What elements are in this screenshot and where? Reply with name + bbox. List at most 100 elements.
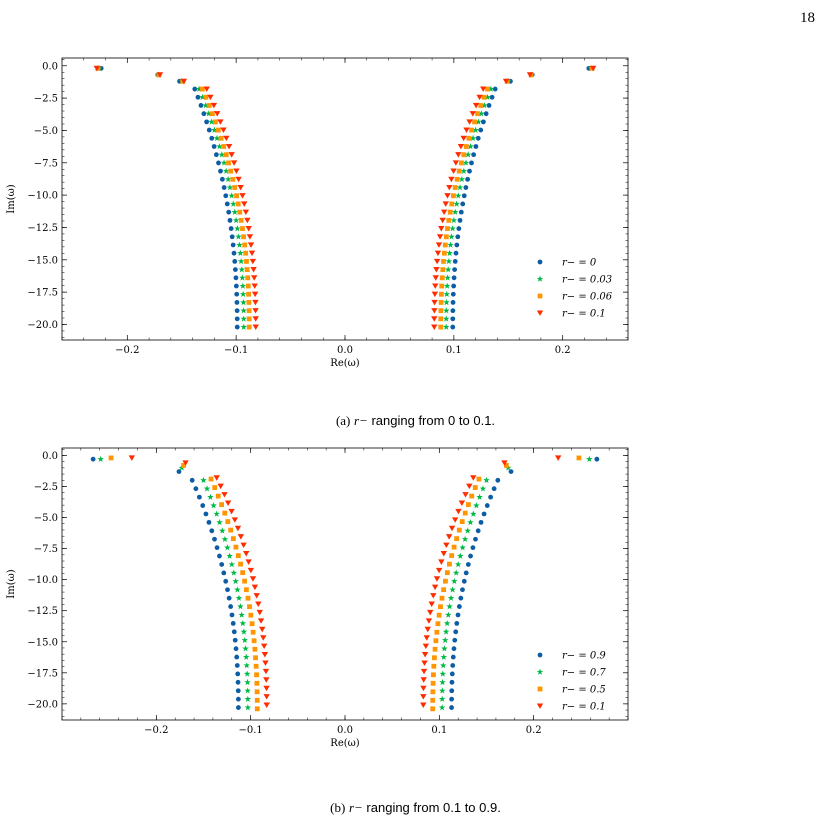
data-point — [475, 118, 482, 125]
legend-label: r− = 0 — [562, 258, 597, 269]
data-point — [237, 184, 244, 191]
data-point — [443, 315, 450, 322]
data-point — [450, 324, 456, 330]
data-point — [432, 275, 439, 281]
data-point — [253, 655, 258, 661]
data-point — [444, 266, 452, 273]
data-point — [219, 562, 225, 567]
data-point — [242, 578, 247, 584]
data-point — [444, 274, 451, 281]
data-point — [445, 258, 453, 265]
data-point — [438, 604, 443, 610]
data-point — [449, 553, 455, 559]
data-point — [238, 561, 243, 567]
data-point — [231, 517, 239, 523]
data-point — [202, 102, 209, 109]
data-point — [480, 86, 487, 92]
y-tick-label: −17.5 — [27, 288, 58, 299]
caption-label: (b) — [330, 800, 346, 815]
data-point — [456, 168, 462, 174]
data-point — [451, 208, 459, 215]
data-point — [230, 620, 236, 626]
data-point — [433, 267, 440, 273]
data-point — [421, 660, 428, 666]
data-point — [237, 258, 245, 265]
x-tick-label: −0.2 — [144, 725, 168, 736]
data-point — [235, 671, 241, 677]
data-point — [431, 316, 438, 322]
data-point — [430, 680, 436, 686]
data-point — [218, 168, 223, 174]
y-tick-label: −15.0 — [27, 255, 58, 266]
data-point — [448, 176, 455, 183]
data-point — [208, 476, 214, 482]
data-point — [221, 535, 229, 542]
data-point — [459, 519, 465, 525]
data-point — [255, 601, 262, 607]
data-point — [442, 201, 449, 207]
data-point — [443, 578, 448, 584]
legend-marker — [536, 668, 544, 675]
data-point — [222, 167, 230, 174]
data-point — [473, 144, 479, 149]
data-point — [458, 175, 466, 183]
data-point — [240, 570, 246, 576]
data-point — [234, 316, 240, 322]
data-point — [243, 551, 250, 557]
data-point — [247, 242, 255, 248]
data-point — [449, 679, 455, 685]
data-point — [455, 612, 461, 618]
data-point — [463, 127, 470, 133]
data-point — [449, 688, 455, 694]
data-point — [443, 307, 450, 314]
data-point — [203, 94, 209, 100]
data-point — [469, 493, 475, 499]
legend-marker — [536, 703, 544, 709]
data-point — [442, 323, 450, 330]
data-point — [203, 86, 210, 92]
data-point — [438, 300, 444, 305]
data-point — [475, 528, 481, 534]
data-point — [254, 697, 260, 703]
data-point — [478, 110, 485, 117]
data-point — [221, 144, 227, 149]
data-point — [449, 586, 456, 593]
page-number: 18 — [800, 10, 815, 26]
data-point — [240, 299, 247, 306]
y-tick-label: −10.0 — [27, 191, 58, 202]
data-point — [234, 300, 240, 305]
data-point — [433, 576, 441, 582]
data-point — [462, 159, 470, 166]
data-point — [263, 702, 270, 708]
data-point — [439, 678, 446, 686]
data-point — [439, 595, 445, 601]
data-point — [452, 267, 458, 273]
x-tick-label: −0.1 — [224, 345, 248, 356]
data-point — [237, 249, 244, 256]
figure-b-caption: (b) r− ranging from 0.1 to 0.9. — [0, 800, 831, 816]
data-point — [214, 545, 220, 551]
data-point — [203, 485, 211, 492]
data-point — [451, 275, 457, 281]
data-point — [218, 135, 224, 141]
data-point — [246, 234, 254, 240]
data-point — [431, 672, 436, 678]
data-point — [203, 511, 209, 517]
data-point — [449, 201, 455, 207]
data-point — [240, 226, 245, 231]
data-point — [420, 685, 427, 692]
data-point — [217, 553, 222, 559]
data-point — [469, 127, 475, 133]
data-point — [244, 259, 249, 264]
data-point — [252, 308, 259, 314]
data-point — [262, 660, 269, 666]
data-point — [233, 544, 239, 550]
data-point — [261, 652, 269, 658]
data-point — [242, 242, 248, 248]
data-point — [495, 477, 501, 483]
data-point — [232, 216, 240, 224]
data-point — [224, 500, 232, 506]
plot-frame — [61, 57, 629, 341]
data-point — [208, 118, 215, 125]
data-point — [205, 110, 212, 117]
